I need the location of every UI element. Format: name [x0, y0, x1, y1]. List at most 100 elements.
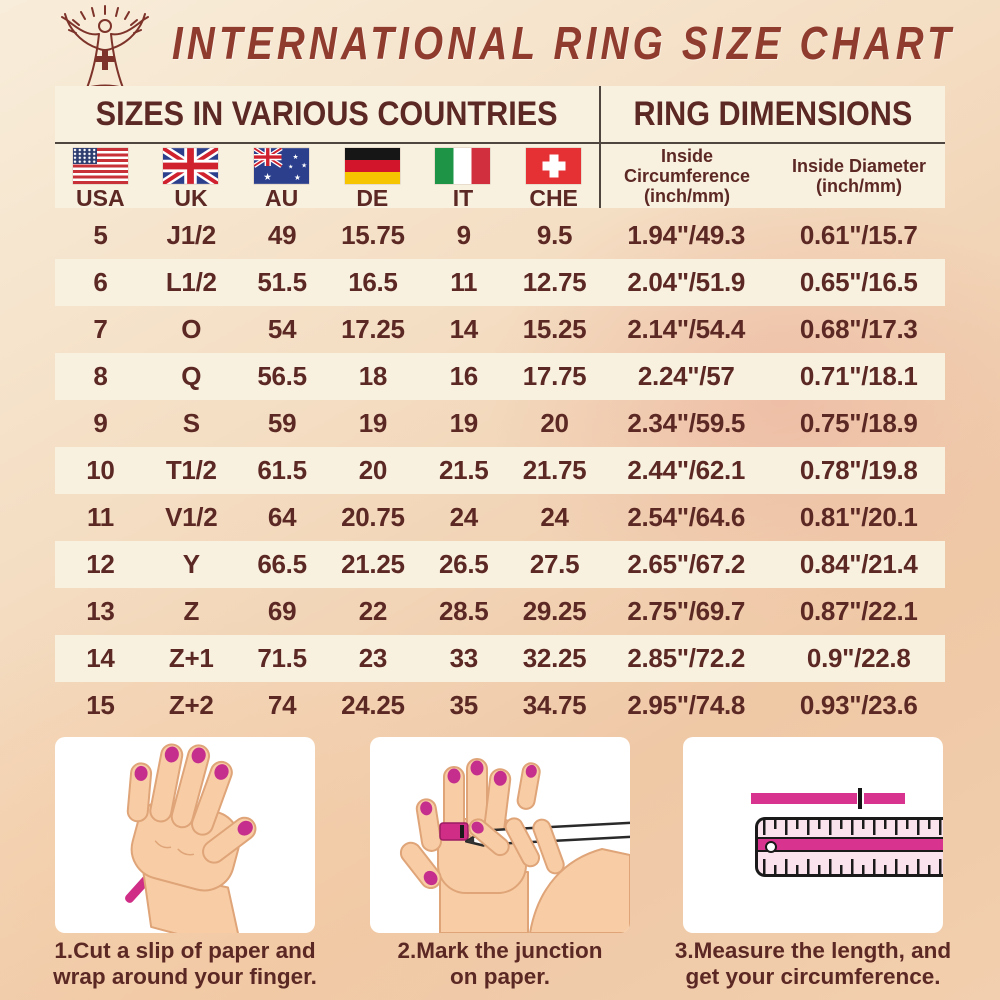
table-cell: Z+1: [168, 643, 214, 673]
table-cell: 64: [267, 502, 297, 532]
table-row: 10 T1/2 61.5 20 21.5 21.75 2.44"/62.1 0.78"/19.…: [55, 447, 945, 494]
table-cell: 9: [93, 408, 108, 438]
table-row: 11 V1/2 64 20.75 24 24 2.54"/64.6 0.81"/20.1: [55, 494, 945, 541]
dimensions-section-title: RING DIMENSIONS: [633, 94, 913, 133]
table-cell: 1.94"/49.3: [627, 220, 746, 250]
table-cell: 59: [267, 408, 297, 438]
table-cell: 12: [86, 549, 115, 579]
page-title: INTERNATIONAL RING SIZE CHART: [172, 17, 955, 69]
table-cell: 2.65"/67.2: [627, 549, 746, 579]
table-row: 13 Z 69 22 28.5 29.25 2.75"/69.7 0.87"/22.1: [55, 588, 945, 635]
table-cell: 18: [358, 361, 388, 391]
table-cell: 49: [267, 220, 297, 250]
table-cell: 26.5: [439, 549, 489, 579]
table-cell: 14: [86, 643, 115, 673]
table-row: 15 Z+2 74 24.25 35 34.75 2.95"/74.8 0.93"/23.6: [55, 682, 945, 729]
table-cell: 9.5: [536, 220, 573, 250]
column-header-au: ★ ★ ★ ★ ★ AU: [236, 144, 327, 211]
table-cell: 19: [449, 408, 479, 438]
table-cell: 16.5: [348, 267, 398, 297]
column-header-circumference: Inside Circumference (inch/mm): [601, 144, 773, 208]
table-cell: 33: [449, 643, 479, 673]
table-cell: Y: [182, 549, 200, 579]
country-code-label: USA: [76, 185, 125, 211]
table-cell: 0.81"/20.1: [799, 502, 918, 532]
sizes-section-header: SIZES IN VARIOUS COUNTRIES: [55, 86, 599, 142]
paper-strip-segment: [751, 793, 857, 804]
dimension-name: Inside Circumference: [623, 146, 751, 186]
table-cell: 14: [449, 314, 479, 344]
table-cell: 10: [86, 455, 115, 485]
table-header-panel: SIZES IN VARIOUS COUNTRIES RING DIMENSIO…: [55, 86, 945, 211]
table-cell: 20.75: [341, 502, 405, 532]
table-cell: 20: [358, 455, 388, 485]
dimensions-section-header: RING DIMENSIONS: [601, 86, 945, 142]
table-cell: 0.75"/18.9: [799, 408, 918, 438]
table-cell: 66.5: [257, 549, 307, 579]
svg-text:★: ★: [263, 172, 272, 183]
table-cell: 2.04"/51.9: [627, 267, 746, 297]
table-cell: 9: [456, 220, 471, 250]
table-cell: 2.95"/74.8: [627, 690, 746, 720]
ruler-hole: [765, 841, 777, 853]
instruction-panel-3: [683, 737, 943, 933]
table-cell: 0.87"/22.1: [799, 596, 918, 626]
country-code-label: UK: [174, 185, 208, 211]
jesus-logo-icon: [61, 5, 149, 89]
caption-line: 1.Cut a slip of paper and: [54, 938, 316, 963]
caption-line: wrap around your finger.: [53, 964, 317, 989]
table-row: 9 S 59 19 19 20 2.34"/59.5 0.75"/18.9: [55, 400, 945, 447]
caption-line: 3.Measure the length, and: [674, 938, 952, 963]
column-header-de: DE: [327, 144, 418, 211]
table-cell: Z: [183, 596, 200, 626]
column-header-usa: USA: [55, 144, 146, 211]
svg-text:★: ★: [301, 161, 307, 169]
table-cell: 2.85"/72.2: [627, 643, 746, 673]
svg-text:★: ★: [288, 163, 293, 170]
table-cell: 21.25: [341, 549, 405, 579]
table-cell: 2.24"/57: [637, 361, 735, 391]
table-cell: 21.75: [522, 455, 587, 485]
dimension-columns-row: Inside Circumference (inch/mm) Inside Di…: [601, 144, 945, 208]
table-cell: 69: [267, 596, 297, 626]
table-cell: V1/2: [165, 502, 218, 532]
table-cell: 35: [449, 690, 479, 720]
ruler-ticks: [763, 858, 943, 874]
horizontal-divider: [55, 142, 945, 144]
table-cell: 20: [540, 408, 569, 438]
italy-flag-icon: [435, 148, 491, 184]
table-cell: 6: [93, 267, 108, 297]
table-cell: 7: [93, 314, 108, 344]
instruction-caption-2: 2.Mark the junction on paper.: [370, 938, 630, 990]
table-cell: 71.5: [257, 643, 307, 673]
table-cell: 2.75"/69.7: [627, 596, 746, 626]
dimension-unit: (inch/mm): [643, 186, 730, 206]
table-cell: J1/2: [166, 220, 217, 250]
ruler-band: [758, 837, 943, 852]
switzerland-flag-icon: [526, 148, 582, 184]
table-cell: 21.5: [439, 455, 489, 485]
instruction-panel-1: [55, 737, 315, 933]
table-cell: 15.75: [341, 220, 405, 250]
country-code-label: AU: [265, 185, 299, 211]
table-cell: Q: [181, 361, 202, 391]
table-cell: 2.44"/62.1: [627, 455, 746, 485]
table-cell: 24: [449, 502, 479, 532]
table-cell: 24: [540, 502, 569, 532]
country-columns-row: USA UK: [55, 144, 599, 211]
junction-mark: [858, 788, 862, 809]
table-cell: 17.75: [522, 361, 587, 391]
table-cell: S: [182, 408, 200, 438]
table-cell: 0.68"/17.3: [799, 314, 918, 344]
hand-with-paper-strip-illustration: [125, 743, 257, 933]
table-cell: 24.25: [341, 690, 405, 720]
paper-strip-segment: [864, 793, 905, 804]
table-cell: 54: [267, 314, 297, 344]
mark-junction-illustration: [399, 758, 630, 933]
table-cell: 56.5: [257, 361, 307, 391]
svg-text:★: ★: [294, 173, 301, 182]
table-cell: 0.65"/16.5: [799, 267, 918, 297]
table-cell: 51.5: [257, 267, 307, 297]
column-header-it: IT: [418, 144, 509, 211]
sizes-section-title: SIZES IN VARIOUS COUNTRIES: [96, 94, 558, 133]
